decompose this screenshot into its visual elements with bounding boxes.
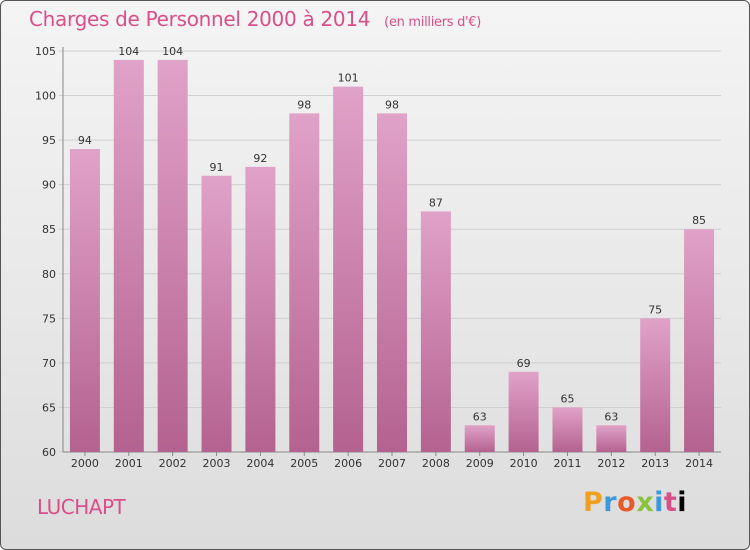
- x-tick-label: 2012: [597, 457, 625, 470]
- bar-value-label: 91: [210, 161, 224, 174]
- y-tick-label: 80: [42, 268, 56, 281]
- proxiti-logo-letter: o: [617, 487, 637, 518]
- bar: [464, 425, 495, 452]
- bar-value-label: 104: [162, 45, 183, 58]
- bar: [245, 166, 276, 452]
- bar-value-label: 87: [429, 196, 443, 209]
- x-tick-label: 2003: [203, 457, 231, 470]
- bar-value-label: 69: [517, 357, 531, 370]
- bar: [69, 149, 100, 452]
- proxiti-logo-letter: r: [603, 487, 618, 518]
- bar: [508, 371, 539, 452]
- bar-value-label: 65: [560, 392, 574, 405]
- bar: [289, 113, 320, 452]
- y-tick-label: 90: [42, 179, 56, 192]
- y-tick-label: 65: [42, 401, 56, 414]
- bar: [684, 229, 715, 452]
- x-tick-label: 2014: [685, 457, 713, 470]
- y-tick-label: 95: [42, 134, 56, 147]
- x-tick-label: 2000: [71, 457, 99, 470]
- bar-value-label: 75: [648, 303, 662, 316]
- proxiti-logo[interactable]: Proxiti: [583, 487, 687, 518]
- bar: [377, 113, 407, 452]
- x-tick-label: 2005: [290, 457, 318, 470]
- labels: 60 65 70 75 80 85 90 95 100 105 94 2000 104 2001 104 20…: [35, 45, 713, 470]
- y-tick-label: 100: [35, 90, 56, 103]
- proxiti-logo-letter: i: [677, 487, 688, 518]
- x-tick-label: 2006: [334, 457, 362, 470]
- bars: [69, 59, 715, 453]
- x-tick-label: 2007: [378, 457, 406, 470]
- bar-value-label: 92: [253, 152, 267, 165]
- bar-value-label: 98: [297, 98, 311, 111]
- bar: [596, 425, 627, 452]
- bar: [420, 211, 451, 452]
- chart-subtitle: (en milliers d'€): [384, 15, 482, 30]
- y-tick-label: 75: [42, 312, 56, 325]
- bar: [333, 86, 364, 453]
- proxiti-logo-letter: x: [636, 487, 655, 518]
- bar-value-label: 85: [692, 214, 706, 227]
- x-tick-label: 2010: [510, 457, 538, 470]
- bar-value-label: 101: [338, 72, 359, 85]
- x-tick-label: 2001: [115, 457, 143, 470]
- bar: [157, 59, 188, 453]
- y-tick-label: 85: [42, 223, 56, 236]
- chart-title: Charges de Personnel 2000 à 2014 (en mill…: [29, 7, 481, 31]
- bar-value-label: 94: [78, 134, 92, 147]
- y-tick-label: 60: [42, 446, 56, 459]
- bar-value-label: 63: [604, 410, 618, 423]
- x-tick-label: 2013: [641, 457, 669, 470]
- bar-value-label: 98: [385, 98, 399, 111]
- bar: [113, 59, 144, 453]
- commune-name: LUCHAPT: [37, 495, 126, 519]
- chart-title-text: Charges de Personnel 2000 à 2014: [29, 7, 371, 31]
- proxiti-logo-letter: t: [663, 487, 678, 518]
- x-tick-label: 2004: [246, 457, 274, 470]
- y-tick-label: 70: [42, 357, 56, 370]
- proxiti-logo-letter: i: [654, 487, 664, 518]
- y-tick-label: 105: [35, 45, 56, 58]
- x-tick-label: 2011: [553, 457, 581, 470]
- proxiti-logo-letter: P: [583, 487, 604, 518]
- x-tick-label: 2002: [159, 457, 187, 470]
- bar: [552, 407, 583, 452]
- x-tick-label: 2008: [422, 457, 450, 470]
- bar-value-label: 104: [118, 45, 139, 58]
- bar-value-label: 63: [473, 410, 487, 423]
- bar: [201, 175, 232, 452]
- x-tick-label: 2009: [466, 457, 494, 470]
- bar: [640, 318, 671, 452]
